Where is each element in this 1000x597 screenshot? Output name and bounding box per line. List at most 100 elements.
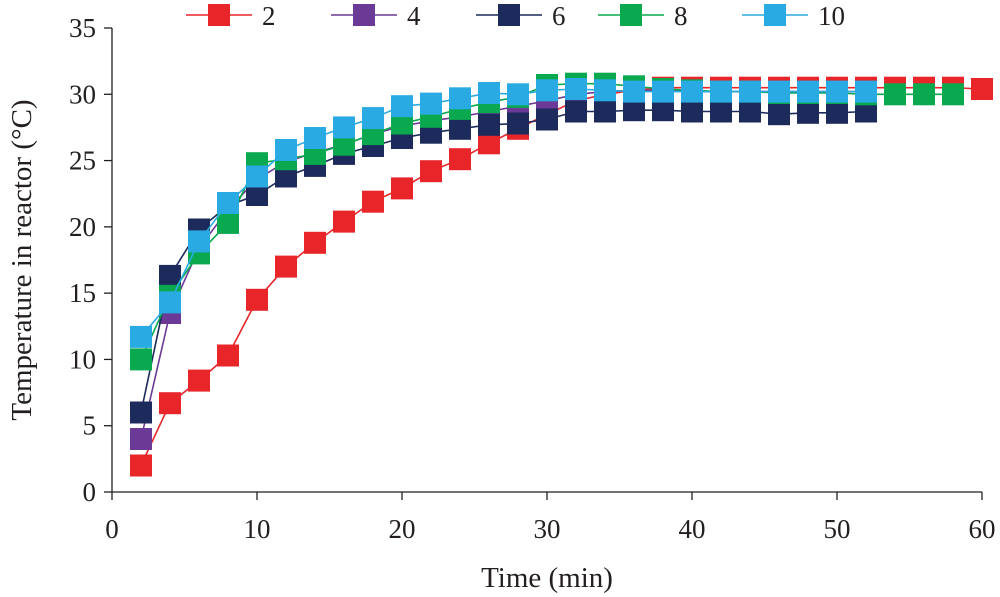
point-2-12 — [275, 255, 297, 278]
point-10-20 — [391, 95, 413, 118]
point-6-4 — [159, 264, 181, 287]
point-6-36 — [623, 99, 645, 122]
series-10 — [130, 78, 877, 348]
point-6-52 — [855, 100, 877, 123]
point-10-18 — [362, 107, 384, 130]
point-10-12 — [275, 139, 297, 161]
y-tick-label-5: 5 — [83, 411, 97, 441]
x-tick-label-0: 0 — [105, 514, 119, 544]
point-10-22 — [420, 92, 442, 115]
point-10-34 — [594, 79, 616, 102]
point-2-10 — [246, 288, 268, 311]
point-8-20 — [391, 112, 413, 135]
point-8-16 — [333, 133, 355, 156]
y-tick-label-20: 20 — [69, 212, 96, 242]
point-10-24 — [449, 87, 471, 110]
point-6-42 — [710, 100, 732, 123]
series-4 — [130, 79, 877, 450]
y-tick-label-30: 30 — [69, 79, 96, 109]
legend-item-10: 10 — [742, 1, 845, 31]
point-6-24 — [449, 117, 471, 140]
legend-item-4: 4 — [331, 1, 421, 31]
legend-label-10: 10 — [818, 1, 845, 31]
point-10-14 — [304, 127, 326, 149]
y-tick-label-15: 15 — [69, 278, 96, 308]
legend-item-6: 6 — [476, 1, 566, 31]
point-6-40 — [681, 100, 703, 123]
point-6-44 — [739, 100, 761, 123]
point-2-8 — [217, 344, 239, 367]
plot-area — [130, 72, 993, 477]
point-10-2 — [130, 325, 152, 348]
point-2-26 — [478, 132, 500, 155]
point-6-10 — [246, 184, 268, 206]
point-6-26 — [478, 113, 500, 136]
point-2-60 — [971, 78, 993, 100]
legend-marker-10 — [764, 4, 786, 26]
x-axis-label: Time (min) — [481, 562, 613, 594]
point-4-2 — [130, 428, 152, 450]
point-10-38 — [652, 80, 674, 103]
y-tick-label-10: 10 — [69, 344, 96, 374]
point-10-30 — [536, 79, 558, 102]
y-tick-label-0: 0 — [83, 477, 97, 507]
point-8-56 — [913, 83, 935, 106]
point-6-38 — [652, 99, 674, 122]
point-6-48 — [797, 101, 819, 124]
legend-marker-6 — [498, 4, 520, 26]
x-tick-label-20: 20 — [389, 514, 416, 544]
point-6-12 — [275, 165, 297, 188]
point-10-4 — [159, 291, 181, 314]
y-tick-label-35: 35 — [69, 13, 96, 43]
point-8-8 — [217, 211, 239, 234]
point-6-32 — [565, 100, 587, 123]
point-10-36 — [623, 80, 645, 103]
legend-label-2: 2 — [262, 1, 276, 31]
point-6-50 — [826, 101, 848, 124]
point-2-18 — [362, 190, 384, 213]
point-2-6 — [188, 369, 210, 392]
point-2-24 — [449, 148, 471, 171]
point-10-6 — [188, 230, 210, 253]
point-6-30 — [536, 108, 558, 131]
series-6 — [130, 99, 877, 424]
point-10-32 — [565, 78, 587, 100]
legend-item-8: 8 — [598, 1, 688, 31]
point-2-20 — [391, 177, 413, 200]
point-10-50 — [826, 80, 848, 103]
legend-marker-8 — [620, 4, 642, 26]
legend-item-2: 2 — [186, 1, 276, 31]
y-axis-label: Temperature in reactor (°C) — [6, 99, 38, 420]
point-10-48 — [797, 80, 819, 103]
point-6-28 — [507, 112, 529, 135]
point-10-28 — [507, 83, 529, 106]
point-10-44 — [739, 80, 761, 103]
legend-label-6: 6 — [552, 1, 566, 31]
legend-label-8: 8 — [674, 1, 688, 31]
x-axis-ticks: 0 10 20 30 40 50 60 — [105, 492, 996, 544]
point-6-46 — [768, 103, 790, 126]
point-10-52 — [855, 80, 877, 103]
series-2 — [130, 76, 993, 477]
point-2-22 — [420, 160, 442, 183]
x-tick-label-30: 30 — [534, 514, 561, 544]
x-tick-label-60: 60 — [969, 514, 996, 544]
point-10-40 — [681, 80, 703, 103]
point-10-26 — [478, 82, 500, 104]
point-10-8 — [217, 192, 239, 214]
legend-marker-2 — [208, 4, 230, 26]
point-6-2 — [130, 401, 152, 424]
point-8-58 — [942, 83, 964, 106]
point-10-10 — [246, 165, 268, 188]
point-2-14 — [304, 231, 326, 254]
x-tick-label-50: 50 — [824, 514, 851, 544]
point-6-34 — [594, 100, 616, 123]
y-axis-ticks: 0 5 10 15 20 25 30 35 — [69, 13, 112, 507]
point-10-46 — [768, 80, 790, 103]
legend-marker-4 — [353, 4, 375, 26]
legend-label-4: 4 — [407, 1, 421, 31]
series-line-4 — [140, 89, 866, 440]
x-tick-label-10: 10 — [244, 514, 271, 544]
point-8-54 — [884, 83, 906, 106]
